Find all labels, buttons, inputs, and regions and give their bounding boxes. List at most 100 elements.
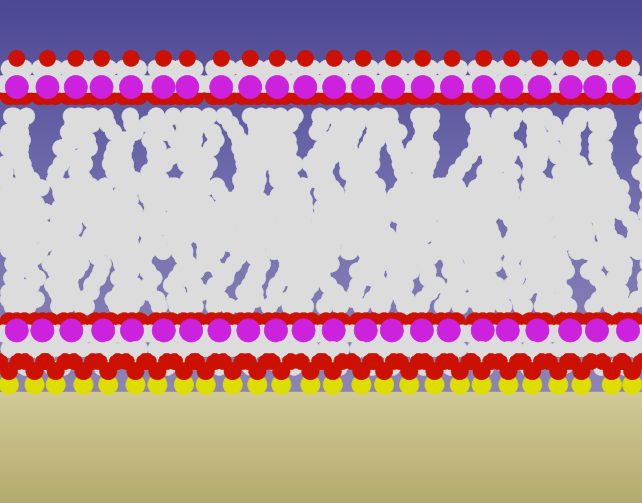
Circle shape bbox=[494, 180, 511, 196]
Circle shape bbox=[96, 220, 113, 237]
Circle shape bbox=[598, 234, 615, 251]
Circle shape bbox=[148, 163, 164, 180]
Circle shape bbox=[264, 353, 281, 370]
Circle shape bbox=[478, 211, 494, 228]
Circle shape bbox=[94, 337, 112, 355]
Circle shape bbox=[148, 108, 164, 125]
Circle shape bbox=[220, 87, 238, 105]
Circle shape bbox=[287, 206, 304, 223]
Circle shape bbox=[65, 248, 82, 265]
Circle shape bbox=[413, 195, 429, 212]
Circle shape bbox=[110, 172, 126, 188]
Circle shape bbox=[270, 188, 287, 204]
Circle shape bbox=[385, 132, 402, 148]
Circle shape bbox=[340, 155, 356, 173]
Bar bbox=[0, 43, 642, 44]
Circle shape bbox=[421, 60, 438, 77]
Circle shape bbox=[139, 116, 155, 132]
Circle shape bbox=[162, 60, 179, 77]
Circle shape bbox=[100, 87, 119, 105]
Circle shape bbox=[527, 140, 544, 156]
Circle shape bbox=[352, 75, 375, 99]
Circle shape bbox=[487, 243, 504, 260]
Bar bbox=[0, 400, 642, 401]
Circle shape bbox=[471, 178, 488, 195]
Circle shape bbox=[98, 235, 115, 252]
Bar bbox=[0, 407, 642, 408]
Bar bbox=[0, 199, 642, 200]
Circle shape bbox=[496, 284, 513, 301]
Circle shape bbox=[560, 354, 574, 368]
Bar bbox=[0, 89, 642, 90]
Circle shape bbox=[543, 263, 560, 279]
Circle shape bbox=[615, 354, 630, 368]
Circle shape bbox=[0, 180, 17, 196]
Circle shape bbox=[288, 248, 304, 265]
Circle shape bbox=[490, 132, 507, 148]
Circle shape bbox=[36, 75, 59, 99]
Circle shape bbox=[526, 241, 543, 258]
Circle shape bbox=[492, 116, 508, 132]
Circle shape bbox=[470, 284, 487, 301]
Circle shape bbox=[296, 354, 310, 368]
Circle shape bbox=[575, 325, 592, 342]
Circle shape bbox=[90, 75, 113, 99]
Bar bbox=[0, 465, 642, 466]
Circle shape bbox=[362, 359, 376, 373]
Circle shape bbox=[268, 277, 285, 294]
Bar bbox=[0, 497, 642, 498]
Circle shape bbox=[613, 359, 627, 373]
Circle shape bbox=[594, 361, 608, 375]
Circle shape bbox=[324, 356, 339, 371]
Circle shape bbox=[440, 312, 458, 331]
Circle shape bbox=[369, 185, 386, 202]
Circle shape bbox=[361, 195, 377, 212]
Circle shape bbox=[494, 195, 510, 212]
Circle shape bbox=[185, 140, 202, 156]
Bar bbox=[0, 73, 642, 74]
Circle shape bbox=[11, 354, 25, 368]
Circle shape bbox=[106, 75, 124, 93]
Bar bbox=[0, 208, 642, 209]
Circle shape bbox=[526, 241, 542, 258]
Circle shape bbox=[363, 132, 379, 148]
Circle shape bbox=[576, 219, 593, 236]
Circle shape bbox=[164, 359, 178, 373]
Circle shape bbox=[324, 312, 343, 331]
Circle shape bbox=[451, 87, 469, 105]
Circle shape bbox=[416, 361, 431, 375]
Circle shape bbox=[603, 298, 620, 315]
Circle shape bbox=[189, 188, 206, 204]
Circle shape bbox=[541, 132, 557, 148]
Bar bbox=[0, 198, 642, 199]
Circle shape bbox=[290, 60, 307, 77]
Circle shape bbox=[59, 199, 76, 216]
Bar bbox=[0, 153, 642, 154]
Circle shape bbox=[212, 185, 229, 202]
Circle shape bbox=[90, 241, 107, 258]
Circle shape bbox=[474, 227, 490, 244]
Bar bbox=[0, 231, 642, 233]
Circle shape bbox=[101, 312, 120, 331]
Bar bbox=[0, 386, 642, 387]
Circle shape bbox=[238, 220, 255, 237]
Circle shape bbox=[427, 342, 442, 357]
Circle shape bbox=[345, 124, 362, 140]
Circle shape bbox=[163, 277, 180, 294]
Bar bbox=[0, 247, 642, 248]
Circle shape bbox=[451, 363, 469, 380]
Circle shape bbox=[466, 234, 483, 251]
Circle shape bbox=[156, 155, 173, 173]
Circle shape bbox=[307, 163, 324, 180]
Bar bbox=[0, 305, 642, 306]
Circle shape bbox=[250, 342, 265, 357]
Circle shape bbox=[28, 195, 44, 212]
Bar bbox=[0, 159, 642, 161]
Circle shape bbox=[415, 220, 431, 237]
Circle shape bbox=[239, 337, 257, 355]
Circle shape bbox=[370, 220, 387, 237]
Circle shape bbox=[122, 178, 139, 195]
Circle shape bbox=[205, 284, 221, 301]
Circle shape bbox=[422, 116, 439, 132]
Circle shape bbox=[464, 291, 481, 308]
